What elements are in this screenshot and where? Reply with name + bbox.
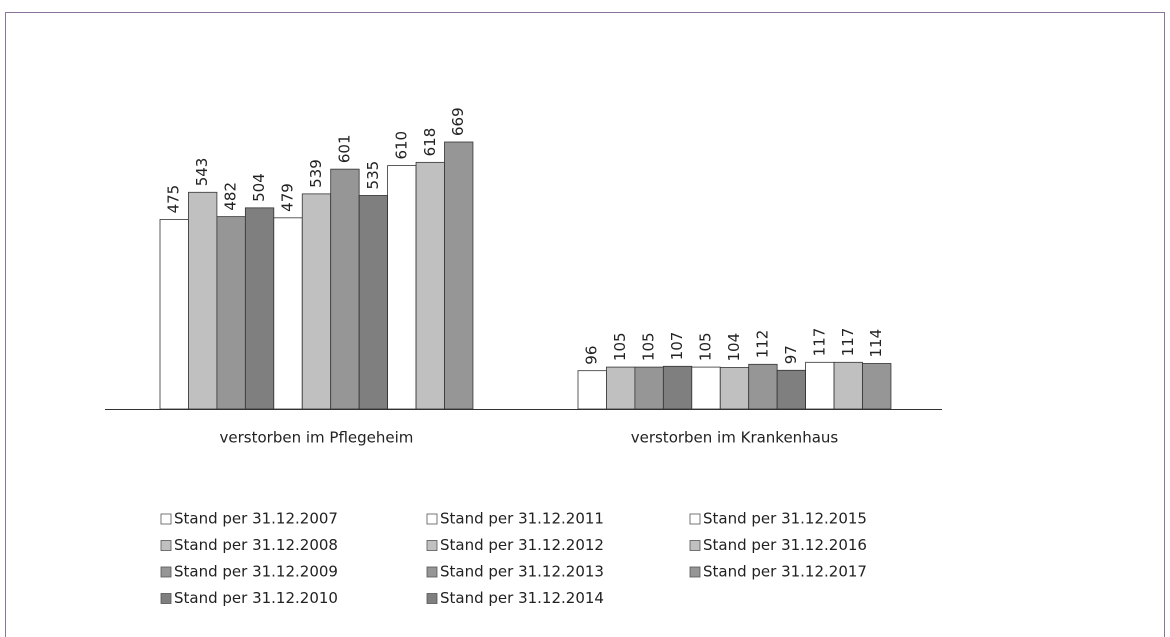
bar (330, 168, 360, 410)
data-label: 504 (250, 173, 268, 202)
data-label: 104 (725, 333, 743, 362)
data-label: 96 (583, 346, 601, 365)
legend-swatch (689, 540, 701, 551)
data-label: 535 (364, 161, 382, 190)
data-label: 114 (867, 329, 885, 358)
legend-label: Stand per 31.12.2016 (703, 536, 867, 554)
bar (748, 363, 778, 410)
bar (358, 195, 388, 410)
bar (634, 366, 664, 410)
legend-swatch (160, 540, 172, 551)
data-label: 105 (611, 332, 629, 361)
data-label: 105 (640, 332, 658, 361)
frame (5, 12, 1165, 637)
data-label: 479 (279, 183, 297, 212)
legend-swatch (426, 513, 438, 525)
bar (273, 217, 303, 410)
legend-swatch (160, 513, 172, 525)
bar (662, 365, 693, 410)
bar (159, 219, 189, 410)
legend-label: Stand per 31.12.2014 (440, 589, 604, 607)
data-label: 610 (392, 131, 410, 160)
legend-label: Stand per 31.12.2015 (703, 510, 867, 528)
legend-swatch (689, 566, 701, 578)
bar (244, 207, 275, 410)
legend-label: Stand per 31.12.2017 (703, 563, 867, 581)
legend-swatch (160, 593, 172, 604)
legend-swatch (689, 513, 701, 525)
legend-swatch (426, 566, 438, 578)
data-label: 112 (753, 330, 771, 359)
data-label: 105 (697, 332, 715, 361)
data-label: 117 (839, 328, 857, 357)
bar (415, 161, 445, 410)
bar (719, 367, 750, 410)
bar (862, 363, 892, 410)
bar (188, 191, 218, 410)
category-label: verstorben im Pflegeheim (220, 429, 414, 447)
data-label: 475 (165, 185, 183, 214)
legend-label: Stand per 31.12.2010 (174, 589, 338, 607)
legend-swatch (160, 566, 172, 578)
data-label: 669 (449, 107, 467, 136)
bar (444, 141, 474, 410)
data-label: 601 (335, 134, 353, 163)
data-label: 539 (307, 159, 325, 188)
legend-swatch (426, 540, 438, 551)
bar (833, 361, 863, 410)
data-label: 107 (668, 332, 686, 361)
bar (776, 369, 807, 410)
bar (301, 193, 332, 410)
bar (216, 216, 246, 410)
legend-label: Stand per 31.12.2007 (174, 510, 338, 528)
bar (606, 366, 636, 410)
bar (805, 361, 835, 410)
data-label: 97 (782, 345, 800, 364)
legend-label: Stand per 31.12.2012 (440, 536, 604, 554)
bar (577, 370, 607, 410)
data-label: 117 (810, 328, 828, 357)
legend-swatch (426, 593, 438, 604)
legend-label: Stand per 31.12.2011 (440, 510, 604, 528)
bar (387, 165, 417, 410)
legend-label: Stand per 31.12.2008 (174, 536, 338, 554)
legend-label: Stand per 31.12.2013 (440, 563, 604, 581)
bar (691, 366, 721, 410)
data-label: 543 (193, 158, 211, 187)
data-label: 482 (222, 182, 240, 211)
data-label: 618 (421, 128, 439, 157)
category-label: verstorben im Krankenhaus (631, 429, 839, 447)
legend-label: Stand per 31.12.2009 (174, 563, 338, 581)
